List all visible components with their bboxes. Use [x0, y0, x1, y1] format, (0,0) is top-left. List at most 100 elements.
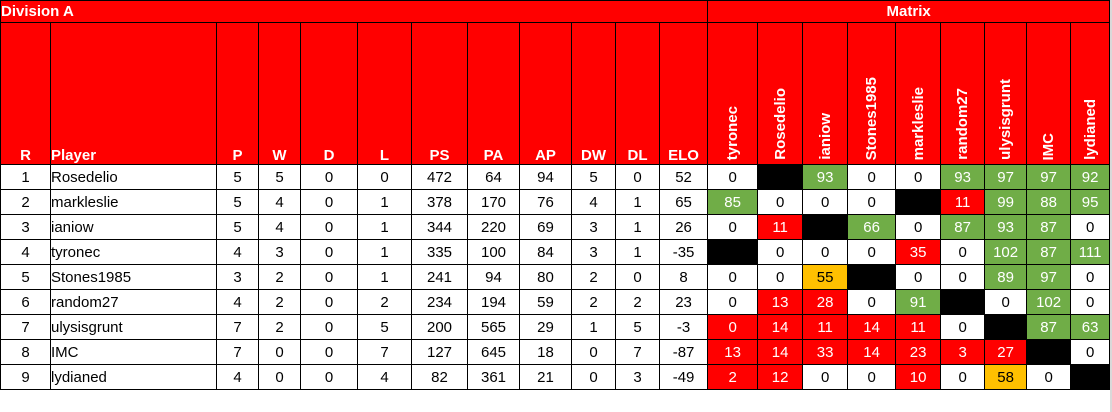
header-col[interactable]: W — [258, 22, 301, 165]
stat-cell-p[interactable]: 5 — [216, 189, 259, 215]
matrix-cell[interactable]: 0 — [757, 239, 804, 265]
matrix-cell[interactable]: 88 — [1026, 189, 1072, 215]
matrix-cell[interactable]: 0 — [802, 189, 849, 215]
stat-cell-dw[interactable]: 3 — [571, 239, 616, 265]
stat-cell-p[interactable]: 3 — [216, 264, 259, 290]
header-col[interactable]: DW — [571, 22, 616, 165]
stat-cell-l[interactable]: 1 — [357, 239, 412, 265]
stat-cell-d[interactable]: 0 — [300, 314, 358, 340]
stat-cell-ap[interactable]: 84 — [519, 239, 572, 265]
stat-cell-w[interactable]: 3 — [258, 239, 301, 265]
stat-cell-pa[interactable]: 94 — [467, 264, 520, 290]
matrix-cell[interactable]: 0 — [707, 214, 759, 240]
matrix-cell[interactable] — [847, 264, 897, 290]
matrix-cell[interactable]: 10 — [895, 364, 942, 390]
matrix-header[interactable]: IMC — [1026, 22, 1072, 165]
stat-cell-w[interactable]: 2 — [258, 314, 301, 340]
matrix-cell[interactable]: 14 — [757, 339, 804, 365]
matrix-cell[interactable]: 33 — [802, 339, 849, 365]
matrix-header[interactable]: random27 — [940, 22, 986, 165]
stat-cell-ps[interactable]: 200 — [411, 314, 468, 340]
stat-cell-ap[interactable]: 18 — [519, 339, 572, 365]
matrix-cell[interactable]: 87 — [1026, 314, 1072, 340]
stat-cell-r[interactable]: 2 — [0, 189, 51, 215]
stat-cell-ap[interactable]: 69 — [519, 214, 572, 240]
matrix-cell[interactable]: 0 — [802, 364, 849, 390]
matrix-cell[interactable]: 13 — [707, 339, 759, 365]
matrix-cell[interactable]: 111 — [1070, 239, 1111, 265]
matrix-cell[interactable]: 0 — [707, 314, 759, 340]
player-name-cell[interactable]: ulysisgrunt — [50, 314, 217, 340]
matrix-cell[interactable]: 14 — [847, 314, 897, 340]
stat-cell-elo[interactable]: 8 — [658, 264, 709, 290]
matrix-cell[interactable]: 93 — [940, 164, 986, 190]
matrix-cell[interactable]: 11 — [757, 214, 804, 240]
stat-cell-p[interactable]: 5 — [216, 164, 259, 190]
stat-cell-w[interactable]: 4 — [258, 189, 301, 215]
stat-cell-elo[interactable]: 23 — [658, 289, 709, 315]
matrix-cell[interactable]: 0 — [984, 289, 1028, 315]
stat-cell-l[interactable]: 1 — [357, 189, 412, 215]
matrix-cell[interactable]: 14 — [757, 314, 804, 340]
matrix-cell[interactable]: 0 — [940, 239, 986, 265]
stat-cell-pa[interactable]: 170 — [467, 189, 520, 215]
matrix-cell[interactable]: 0 — [757, 189, 804, 215]
matrix-cell[interactable]: 0 — [940, 264, 986, 290]
matrix-header[interactable]: Stones1985 — [847, 22, 897, 165]
stat-cell-dw[interactable]: 2 — [571, 264, 616, 290]
stat-cell-dl[interactable]: 7 — [615, 339, 660, 365]
stat-cell-ap[interactable]: 94 — [519, 164, 572, 190]
stat-cell-r[interactable]: 6 — [0, 289, 51, 315]
stat-cell-pa[interactable]: 64 — [467, 164, 520, 190]
stat-cell-ap[interactable]: 80 — [519, 264, 572, 290]
matrix-cell[interactable]: 2 — [707, 364, 759, 390]
matrix-cell[interactable]: 0 — [707, 289, 759, 315]
stat-cell-ps[interactable]: 472 — [411, 164, 468, 190]
stat-cell-w[interactable]: 4 — [258, 214, 301, 240]
matrix-cell[interactable]: 27 — [984, 339, 1028, 365]
matrix-cell[interactable] — [757, 164, 804, 190]
stat-cell-ps[interactable]: 82 — [411, 364, 468, 390]
matrix-cell[interactable]: 0 — [707, 264, 759, 290]
stat-cell-ps[interactable]: 344 — [411, 214, 468, 240]
matrix-cell[interactable]: 0 — [707, 164, 759, 190]
stat-cell-dw[interactable]: 1 — [571, 314, 616, 340]
stat-cell-ps[interactable]: 234 — [411, 289, 468, 315]
matrix-cell[interactable]: 89 — [984, 264, 1028, 290]
matrix-cell[interactable] — [984, 314, 1028, 340]
matrix-cell[interactable] — [1070, 364, 1111, 390]
stat-cell-dw[interactable]: 3 — [571, 214, 616, 240]
stat-cell-r[interactable]: 3 — [0, 214, 51, 240]
matrix-cell[interactable]: 0 — [1070, 214, 1111, 240]
player-name-cell[interactable]: random27 — [50, 289, 217, 315]
matrix-header[interactable]: Rosedelio — [757, 22, 804, 165]
matrix-header[interactable]: ulysisgrunt — [984, 22, 1028, 165]
matrix-header[interactable]: lydianed — [1070, 22, 1111, 165]
stat-cell-r[interactable]: 7 — [0, 314, 51, 340]
stat-cell-w[interactable]: 2 — [258, 289, 301, 315]
stat-cell-d[interactable]: 0 — [300, 164, 358, 190]
matrix-cell[interactable]: 0 — [940, 364, 986, 390]
matrix-cell[interactable]: 0 — [847, 289, 897, 315]
stat-cell-dl[interactable]: 3 — [615, 364, 660, 390]
stat-cell-w[interactable]: 2 — [258, 264, 301, 290]
matrix-cell[interactable] — [707, 239, 759, 265]
stat-cell-w[interactable]: 5 — [258, 164, 301, 190]
stat-cell-elo[interactable]: -87 — [658, 339, 709, 365]
stat-cell-dw[interactable]: 5 — [571, 164, 616, 190]
stat-cell-ap[interactable]: 21 — [519, 364, 572, 390]
stat-cell-l[interactable]: 1 — [357, 214, 412, 240]
stat-cell-dw[interactable]: 4 — [571, 189, 616, 215]
player-name-cell[interactable]: markleslie — [50, 189, 217, 215]
matrix-header[interactable]: markleslie — [895, 22, 942, 165]
matrix-cell[interactable]: 0 — [1026, 364, 1072, 390]
matrix-cell[interactable]: 0 — [757, 264, 804, 290]
matrix-cell[interactable]: 3 — [940, 339, 986, 365]
stat-cell-w[interactable]: 0 — [258, 364, 301, 390]
matrix-cell[interactable]: 0 — [1070, 339, 1111, 365]
stat-cell-d[interactable]: 0 — [300, 214, 358, 240]
stat-cell-p[interactable]: 4 — [216, 364, 259, 390]
player-name-cell[interactable]: Stones1985 — [50, 264, 217, 290]
stat-cell-d[interactable]: 0 — [300, 239, 358, 265]
header-col[interactable]: DL — [615, 22, 660, 165]
